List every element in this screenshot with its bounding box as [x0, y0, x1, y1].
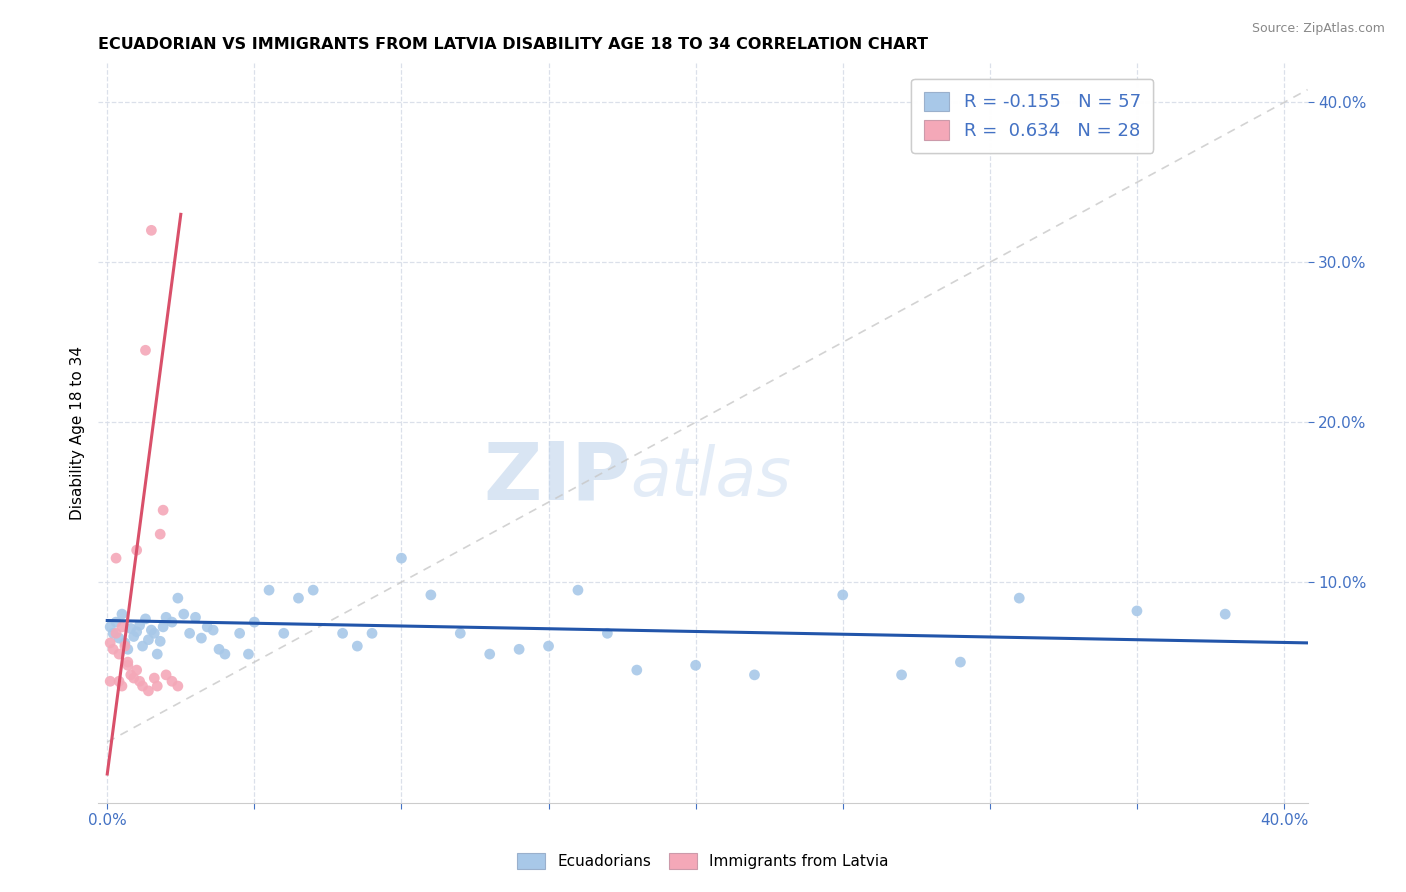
Point — [155, 668, 177, 682]
Point — [101, 626, 124, 640]
Point — [138, 684, 160, 698]
Point — [596, 626, 619, 640]
Point — [1213, 607, 1236, 621]
Point — [131, 679, 153, 693]
Point — [257, 583, 280, 598]
Point — [108, 674, 131, 689]
Point — [160, 674, 183, 689]
Point — [146, 679, 169, 693]
Point — [111, 679, 134, 693]
Point — [98, 620, 121, 634]
Point — [111, 607, 134, 621]
Point — [537, 639, 560, 653]
Point — [1126, 604, 1149, 618]
Point — [114, 636, 136, 650]
Point — [111, 620, 134, 634]
Point — [567, 583, 589, 598]
Point — [166, 591, 188, 606]
Point — [1008, 591, 1031, 606]
Point — [128, 618, 150, 632]
Point — [831, 588, 853, 602]
Point — [108, 631, 131, 645]
Point — [202, 623, 225, 637]
Point — [134, 343, 156, 358]
Point — [166, 679, 188, 693]
Point — [195, 620, 218, 634]
Point — [138, 632, 160, 647]
Point — [228, 626, 250, 640]
Point — [122, 671, 145, 685]
Point — [152, 503, 174, 517]
Point — [184, 610, 207, 624]
Text: ZIP: ZIP — [484, 438, 630, 516]
Point — [143, 671, 166, 685]
Point — [419, 588, 441, 602]
Point — [108, 647, 131, 661]
Point — [685, 658, 707, 673]
Point — [273, 626, 295, 640]
Point — [105, 626, 128, 640]
Point — [155, 610, 177, 624]
Point — [508, 642, 530, 657]
Point — [361, 626, 384, 640]
Point — [332, 626, 354, 640]
Point — [117, 658, 139, 673]
Point — [120, 668, 142, 682]
Point — [346, 639, 368, 653]
Legend: Ecuadorians, Immigrants from Latvia: Ecuadorians, Immigrants from Latvia — [512, 847, 894, 875]
Point — [160, 615, 183, 629]
Point — [122, 630, 145, 644]
Point — [125, 624, 148, 639]
Point — [152, 620, 174, 634]
Point — [391, 551, 413, 566]
Point — [98, 636, 121, 650]
Point — [143, 626, 166, 640]
Point — [105, 615, 128, 629]
Point — [179, 626, 201, 640]
Point — [238, 647, 260, 661]
Point — [117, 655, 139, 669]
Point — [302, 583, 325, 598]
Point — [449, 626, 471, 640]
Point — [214, 647, 236, 661]
Point — [120, 622, 142, 636]
Point — [125, 543, 148, 558]
Point — [114, 639, 136, 653]
Point — [101, 642, 124, 657]
Point — [98, 674, 121, 689]
Point — [105, 551, 128, 566]
Y-axis label: Disability Age 18 to 34: Disability Age 18 to 34 — [69, 345, 84, 520]
Point — [243, 615, 266, 629]
Point — [287, 591, 309, 606]
Point — [744, 668, 766, 682]
Legend: R = -0.155   N = 57, R =  0.634   N = 28: R = -0.155 N = 57, R = 0.634 N = 28 — [911, 78, 1153, 153]
Point — [146, 647, 169, 661]
Point — [478, 647, 501, 661]
Point — [626, 663, 648, 677]
Point — [117, 642, 139, 657]
Text: atlas: atlas — [630, 444, 792, 510]
Text: Source: ZipAtlas.com: Source: ZipAtlas.com — [1251, 22, 1385, 36]
Point — [134, 612, 156, 626]
Point — [949, 655, 972, 669]
Point — [190, 631, 212, 645]
Point — [131, 639, 153, 653]
Point — [141, 623, 163, 637]
Point — [208, 642, 231, 657]
Point — [128, 674, 150, 689]
Point — [141, 223, 163, 237]
Point — [173, 607, 195, 621]
Point — [149, 527, 172, 541]
Point — [125, 663, 148, 677]
Point — [890, 668, 912, 682]
Point — [149, 634, 172, 648]
Text: ECUADORIAN VS IMMIGRANTS FROM LATVIA DISABILITY AGE 18 TO 34 CORRELATION CHART: ECUADORIAN VS IMMIGRANTS FROM LATVIA DIS… — [98, 37, 928, 52]
